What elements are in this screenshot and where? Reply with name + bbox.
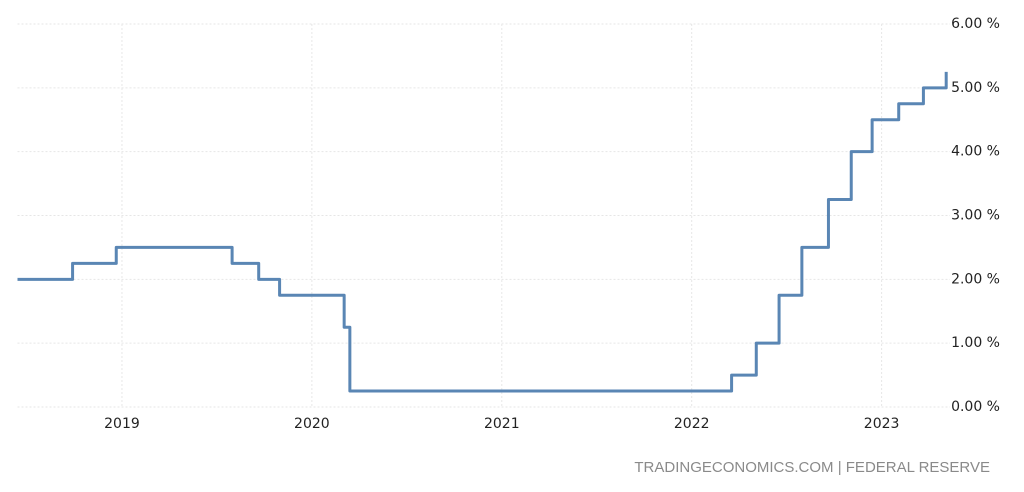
- y-tick-label: 1.00 %: [951, 335, 1000, 351]
- y-tick-label: 0.00 %: [951, 399, 1000, 415]
- x-tick-label: 2021: [484, 416, 520, 432]
- x-tick-label: 2023: [864, 416, 900, 432]
- x-tick-label: 2020: [294, 416, 330, 432]
- y-tick-label: 3.00 %: [951, 208, 1000, 224]
- y-tick-label: 6.00 %: [951, 16, 1000, 32]
- x-tick-label: 2022: [674, 416, 710, 432]
- rate-line: [17, 71, 948, 393]
- x-tick-label: 2019: [104, 416, 140, 432]
- y-tick-label: 5.00 %: [951, 80, 1000, 96]
- y-tick-label: 4.00 %: [951, 144, 1000, 160]
- y-tick-label: 2.00 %: [951, 271, 1000, 287]
- source: TRADINGECONOMICS.COM | FEDERAL RESERVE: [634, 459, 990, 476]
